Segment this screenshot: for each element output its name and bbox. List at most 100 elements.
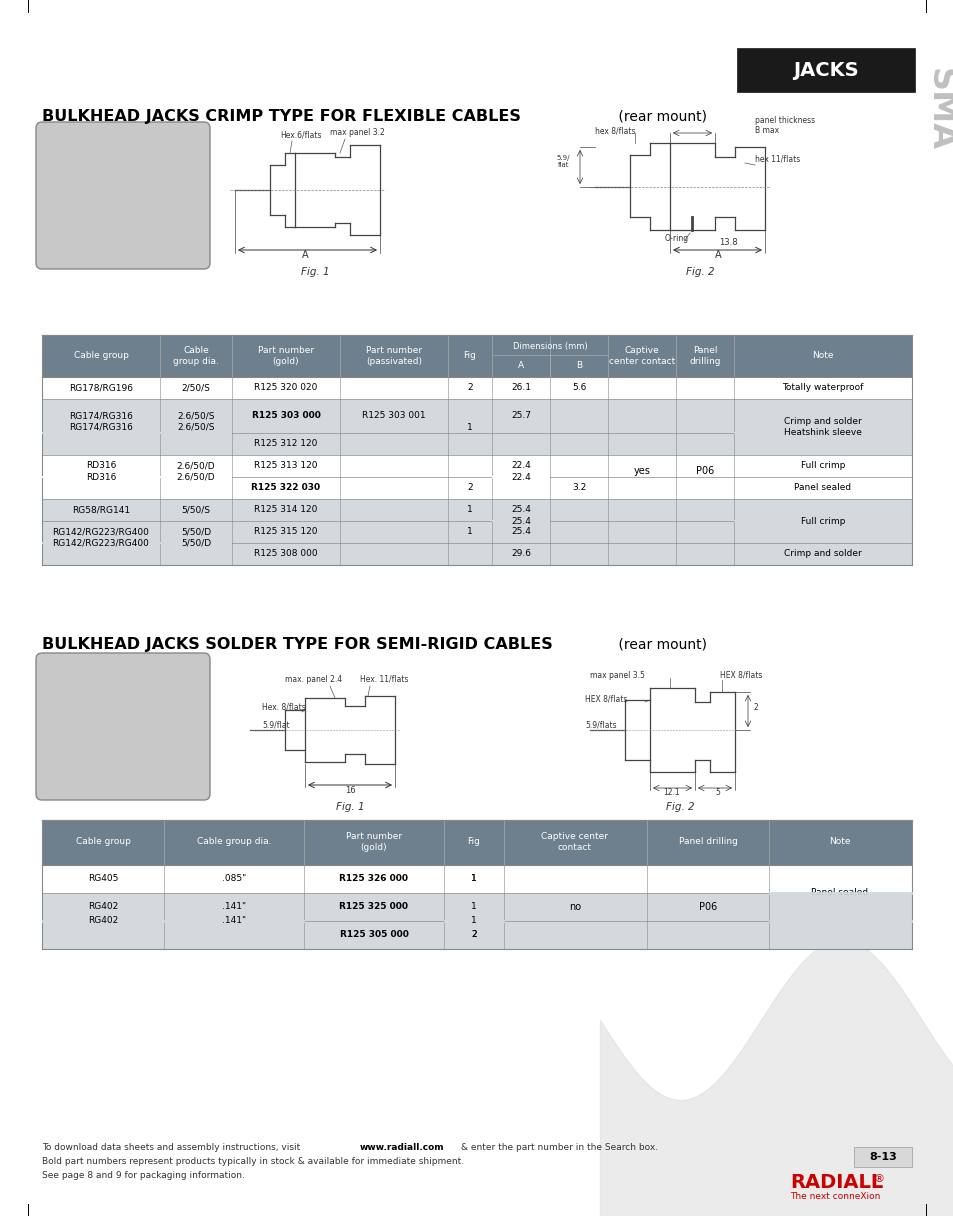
- Text: 2.6/50/S: 2.6/50/S: [177, 422, 214, 432]
- Text: 2/50/S: 2/50/S: [181, 383, 211, 393]
- Text: To download data sheets and assembly instructions, visit: To download data sheets and assembly ins…: [42, 1143, 303, 1153]
- Text: 1: 1: [467, 528, 473, 536]
- Text: 5.9/flats: 5.9/flats: [584, 721, 616, 730]
- Text: P06: P06: [695, 466, 714, 475]
- Text: 8-13: 8-13: [868, 1152, 896, 1162]
- Text: Part number
(gold): Part number (gold): [346, 832, 401, 851]
- Text: 26.1: 26.1: [511, 383, 531, 393]
- Text: RG174/RG316: RG174/RG316: [69, 411, 132, 421]
- Text: 5: 5: [715, 788, 720, 796]
- Text: Full crimp: Full crimp: [800, 462, 844, 471]
- Text: HEX 8/flats: HEX 8/flats: [720, 671, 761, 680]
- Bar: [42, 520, 911, 544]
- Text: Part number
(gold): Part number (gold): [257, 347, 314, 366]
- Text: 2.6/50/D: 2.6/50/D: [176, 462, 215, 471]
- Text: 2.6/50/S: 2.6/50/S: [177, 411, 214, 421]
- Text: max. panel 2.4: max. panel 2.4: [285, 675, 342, 683]
- Text: Fig. 1: Fig. 1: [300, 268, 329, 277]
- Text: RG402: RG402: [88, 902, 118, 912]
- Text: R125 303 000: R125 303 000: [252, 411, 320, 421]
- Text: RG402: RG402: [88, 917, 118, 925]
- Bar: [42, 544, 911, 565]
- Text: RG174/RG316: RG174/RG316: [69, 422, 132, 432]
- Text: panel thickness
B max: panel thickness B max: [754, 116, 814, 135]
- Text: Cable
group dia.: Cable group dia.: [172, 347, 218, 366]
- Text: 25.4: 25.4: [511, 517, 531, 525]
- Text: SMA: SMA: [923, 68, 953, 151]
- Bar: [734, 378, 910, 398]
- Text: .085": .085": [222, 874, 246, 884]
- Text: R125 314 120: R125 314 120: [254, 506, 317, 514]
- Text: Totally waterproof: Totally waterproof: [781, 383, 862, 393]
- Bar: [734, 434, 910, 454]
- Bar: [42, 820, 911, 865]
- Text: 13.8: 13.8: [718, 238, 737, 247]
- Text: 16: 16: [344, 786, 355, 795]
- Text: Panel sealed: Panel sealed: [794, 484, 851, 492]
- Text: Crimp and solder: Crimp and solder: [783, 550, 861, 558]
- Bar: [42, 334, 911, 377]
- Text: R125 315 120: R125 315 120: [254, 528, 317, 536]
- Text: 5/50/S: 5/50/S: [181, 506, 211, 514]
- Text: BULKHEAD JACKS CRIMP TYPE FOR FLEXIBLE CABLES: BULKHEAD JACKS CRIMP TYPE FOR FLEXIBLE C…: [42, 108, 520, 124]
- Bar: [42, 921, 911, 948]
- Text: A: A: [517, 361, 523, 371]
- Text: R125 322 030: R125 322 030: [252, 484, 320, 492]
- Text: See page 8 and 9 for packaging information.: See page 8 and 9 for packaging informati…: [42, 1171, 245, 1181]
- Text: 22.4: 22.4: [511, 462, 530, 471]
- Text: 1: 1: [467, 422, 473, 432]
- Bar: [42, 433, 911, 455]
- Text: 5/50/D: 5/50/D: [181, 528, 211, 536]
- Text: O-ring: O-ring: [664, 233, 688, 243]
- Bar: [737, 47, 914, 92]
- Text: Cable group dia.: Cable group dia.: [196, 838, 271, 846]
- Text: R125 313 120: R125 313 120: [254, 462, 317, 471]
- Text: 2: 2: [471, 930, 476, 940]
- Text: The next conneXion: The next conneXion: [789, 1193, 880, 1201]
- Text: Note: Note: [811, 351, 833, 360]
- Text: RG142/RG223/RG400: RG142/RG223/RG400: [52, 528, 150, 536]
- Text: Dimensions (mm): Dimensions (mm): [512, 343, 587, 351]
- Text: R125 303 001: R125 303 001: [362, 411, 425, 421]
- Text: R125 325 000: R125 325 000: [339, 902, 408, 912]
- Text: Cable group: Cable group: [75, 838, 131, 846]
- Text: 2: 2: [467, 383, 473, 393]
- Text: Panel sealed: Panel sealed: [811, 889, 867, 897]
- FancyBboxPatch shape: [36, 653, 210, 800]
- Bar: [853, 1147, 911, 1167]
- Text: Panel
drilling: Panel drilling: [688, 347, 720, 366]
- Bar: [734, 400, 910, 432]
- Text: R125 308 000: R125 308 000: [253, 550, 317, 558]
- Text: 2: 2: [753, 703, 758, 713]
- Bar: [42, 865, 911, 893]
- Text: (rear mount): (rear mount): [614, 109, 706, 123]
- Text: Crimp and solder
Heatshink sleeve: Crimp and solder Heatshink sleeve: [783, 417, 861, 437]
- Text: .141": .141": [222, 902, 246, 912]
- Text: Fig: Fig: [463, 351, 476, 360]
- Text: Note: Note: [828, 838, 850, 846]
- Text: A: A: [714, 250, 720, 260]
- Text: 1: 1: [471, 874, 476, 884]
- Text: Hex. 8/flats: Hex. 8/flats: [262, 703, 305, 713]
- Text: 29.6: 29.6: [511, 550, 531, 558]
- Text: max panel 3.2: max panel 3.2: [330, 128, 384, 137]
- Text: RG58/RG141: RG58/RG141: [71, 506, 130, 514]
- Text: Fig. 2: Fig. 2: [685, 268, 714, 277]
- Text: 1: 1: [471, 917, 476, 925]
- Text: RD316: RD316: [86, 473, 116, 482]
- Text: R125 312 120: R125 312 120: [254, 439, 317, 449]
- Text: hex 11/flats: hex 11/flats: [754, 154, 800, 163]
- Text: 1: 1: [471, 874, 476, 884]
- Text: 2: 2: [467, 484, 473, 492]
- Text: R125 320 020: R125 320 020: [254, 383, 317, 393]
- Text: 25.4: 25.4: [511, 528, 531, 536]
- Text: & enter the part number in the Search box.: & enter the part number in the Search bo…: [457, 1143, 658, 1153]
- Text: Fig. 1: Fig. 1: [335, 803, 364, 812]
- Bar: [734, 544, 910, 564]
- Text: 5.6: 5.6: [571, 383, 585, 393]
- Text: Fig. 2: Fig. 2: [665, 803, 694, 812]
- Text: R125 305 000: R125 305 000: [339, 930, 408, 940]
- Text: Panel drilling: Panel drilling: [678, 838, 737, 846]
- Text: 5/50/D: 5/50/D: [181, 539, 211, 547]
- Text: 3.2: 3.2: [571, 484, 585, 492]
